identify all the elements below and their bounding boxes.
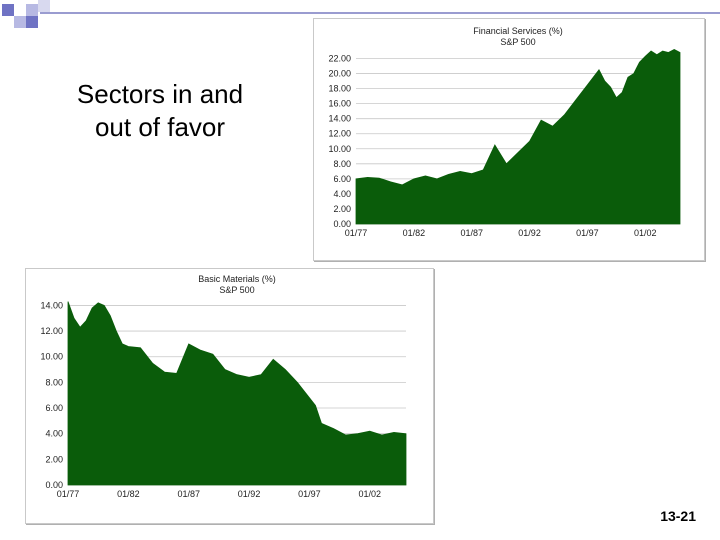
- y-tick-label: 10.00: [328, 144, 351, 154]
- series-area: [355, 49, 681, 225]
- y-tick-label: 2.00: [45, 454, 63, 464]
- accent-square: [2, 4, 14, 16]
- y-tick-label: 14.00: [328, 114, 351, 124]
- y-tick-label: 22.00: [328, 54, 351, 64]
- y-tick-label: 6.00: [333, 174, 351, 184]
- x-tick-label: 01/82: [403, 228, 426, 238]
- x-tick-label: 01/87: [460, 228, 483, 238]
- y-tick-label: 2.00: [333, 204, 351, 214]
- y-tick-label: 6.00: [45, 403, 63, 413]
- y-tick-label: 12.00: [328, 129, 351, 139]
- x-tick-label: 01/77: [57, 489, 80, 499]
- financial-services-chart: Financial Services (%) S&P 500 0.00 2.00 4.0…: [313, 18, 705, 261]
- y-tick-label: 12.00: [40, 326, 63, 336]
- x-tick-label: 01/87: [177, 489, 200, 499]
- x-tick-label: 01/92: [238, 489, 261, 499]
- slide-title: Sectors in and out of favor: [76, 79, 244, 142]
- x-tick-label: 01/77: [345, 228, 368, 238]
- y-tick-label: 18.00: [328, 84, 351, 94]
- x-tick-label: 01/02: [634, 228, 657, 238]
- chart-title: Basic Materials (%): [198, 274, 276, 284]
- series-area: [67, 301, 407, 486]
- chart-subtitle: S&P 500: [219, 285, 254, 295]
- accent-square: [38, 0, 50, 12]
- x-tick-label: 01/97: [298, 489, 321, 499]
- chart-title: Financial Services (%): [473, 26, 563, 36]
- y-tick-label: 0.00: [333, 219, 351, 229]
- financial-services-svg: Financial Services (%)S&P 500 0.00 2.00 4.0…: [328, 26, 681, 238]
- y-tick-label: 16.00: [328, 99, 351, 109]
- basic-materials-svg: Basic Materials (%)S&P 500 0.00 2.00 4.00 6.…: [40, 274, 407, 499]
- x-tick-label: 01/82: [117, 489, 140, 499]
- page-number: 13-21: [660, 508, 696, 524]
- y-tick-label: 8.00: [45, 377, 63, 387]
- y-tick-label: 14.00: [40, 300, 63, 310]
- accent-square: [26, 16, 38, 28]
- y-tick-label: 8.00: [333, 159, 351, 169]
- header-rule: [40, 12, 720, 14]
- basic-materials-chart: Basic Materials (%) S&P 500 0.00 2.00 4.00 6.…: [25, 268, 434, 524]
- y-tick-label: 4.00: [45, 429, 63, 439]
- y-tick-label: 0.00: [45, 480, 63, 490]
- x-tick-label: 01/97: [576, 228, 599, 238]
- accent-square: [14, 16, 26, 28]
- chart-subtitle: S&P 500: [500, 37, 535, 47]
- accent-square: [26, 4, 38, 16]
- x-tick-label: 01/02: [359, 489, 382, 499]
- decorative-squares: [0, 0, 60, 40]
- y-tick-label: 10.00: [40, 352, 63, 362]
- y-tick-label: 4.00: [333, 189, 351, 199]
- x-tick-label: 01/92: [518, 228, 541, 238]
- y-tick-label: 20.00: [328, 69, 351, 79]
